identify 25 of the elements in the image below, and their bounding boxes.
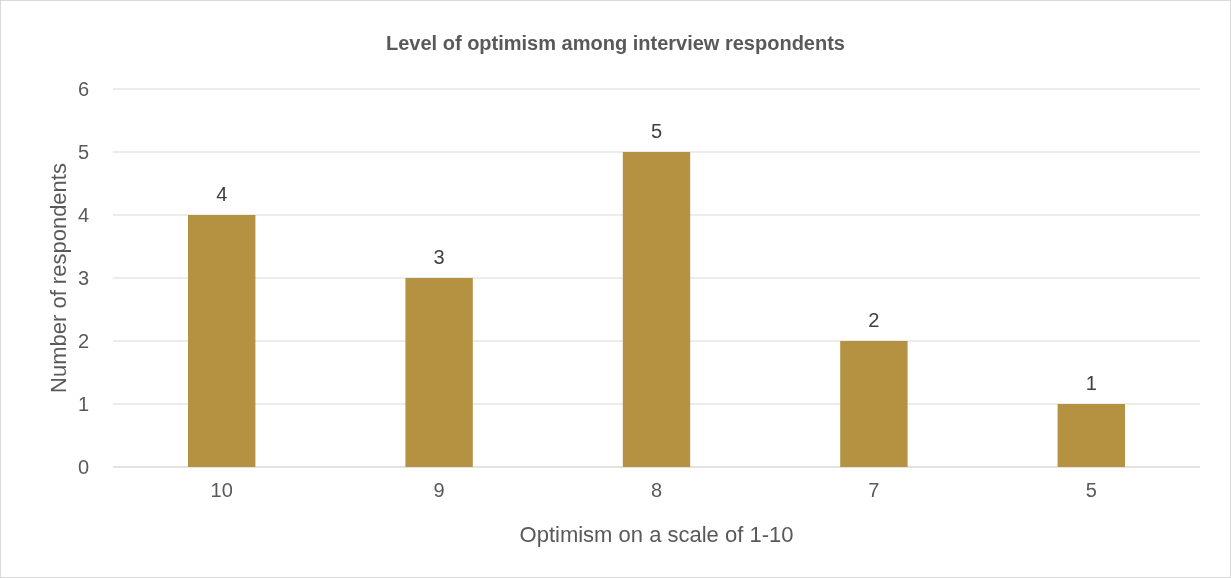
x-tick-label: 5 xyxy=(1085,479,1097,501)
y-tick-label: 5 xyxy=(77,141,89,163)
data-label: 2 xyxy=(868,309,880,331)
y-tick-label: 0 xyxy=(77,456,89,478)
bar xyxy=(622,152,691,467)
bar xyxy=(840,341,908,467)
y-axis-title: Number of respondents xyxy=(46,163,71,393)
data-label: 4 xyxy=(216,183,228,205)
bar xyxy=(188,215,256,467)
x-tick-label: 10 xyxy=(210,479,233,501)
y-tick-label: 2 xyxy=(77,330,89,352)
y-tick-label: 3 xyxy=(77,267,89,289)
bar xyxy=(1057,404,1125,467)
x-axis-title: Optimism on a scale of 1-10 xyxy=(519,522,794,547)
x-tick-label: 9 xyxy=(433,479,445,501)
data-label: 1 xyxy=(1085,372,1097,394)
x-tick-label: 7 xyxy=(868,479,880,501)
x-tick-label: 8 xyxy=(650,479,663,501)
data-label: 5 xyxy=(650,120,663,142)
y-tick-label: 6 xyxy=(77,78,89,100)
data-label: 3 xyxy=(433,246,445,268)
y-tick-label: 1 xyxy=(77,393,89,415)
chart-title: Level of optimism among interview respondents xyxy=(386,32,845,54)
bar xyxy=(405,278,473,467)
y-tick-label: 4 xyxy=(77,204,89,226)
